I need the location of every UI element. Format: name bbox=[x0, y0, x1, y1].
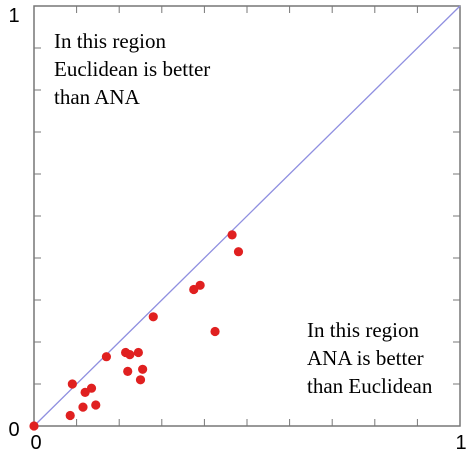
annotation-lower-right: In this region ANA is better than Euclid… bbox=[307, 318, 433, 398]
x-tick-label-max: 1 bbox=[455, 432, 466, 452]
y-tick-label-min: 0 bbox=[8, 419, 19, 441]
data-point bbox=[123, 366, 133, 376]
data-point bbox=[233, 247, 244, 257]
data-point bbox=[195, 280, 205, 290]
data-point bbox=[101, 352, 112, 362]
data-point bbox=[78, 402, 88, 412]
data-point bbox=[91, 400, 101, 410]
x-tick-label-min: 0 bbox=[30, 432, 41, 452]
annotation-upper-left-line-2: Euclidean is better bbox=[54, 57, 210, 81]
annotation-upper-left-line-3: than ANA bbox=[54, 85, 141, 109]
annotation-lower-right-line-2: ANA is better bbox=[307, 346, 424, 370]
data-point bbox=[29, 421, 39, 431]
data-point bbox=[86, 383, 97, 393]
data-point bbox=[210, 326, 220, 337]
data-point bbox=[133, 347, 143, 358]
tick-marks bbox=[34, 6, 460, 426]
data-point bbox=[227, 230, 237, 240]
annotation-lower-right-line-3: than Euclidean bbox=[307, 374, 433, 398]
annotation-lower-right-line-1: In this region bbox=[307, 318, 419, 342]
y-tick-label-max: 1 bbox=[8, 5, 19, 27]
data-points bbox=[29, 230, 244, 431]
data-point bbox=[135, 375, 146, 385]
data-point bbox=[65, 410, 75, 421]
data-point bbox=[67, 379, 77, 389]
data-point bbox=[138, 364, 148, 374]
annotation-upper-left-line-1: In this region bbox=[54, 29, 166, 53]
data-point bbox=[148, 312, 158, 322]
data-point bbox=[125, 350, 135, 360]
annotation-upper-left: In this region Euclidean is better than … bbox=[54, 29, 210, 109]
